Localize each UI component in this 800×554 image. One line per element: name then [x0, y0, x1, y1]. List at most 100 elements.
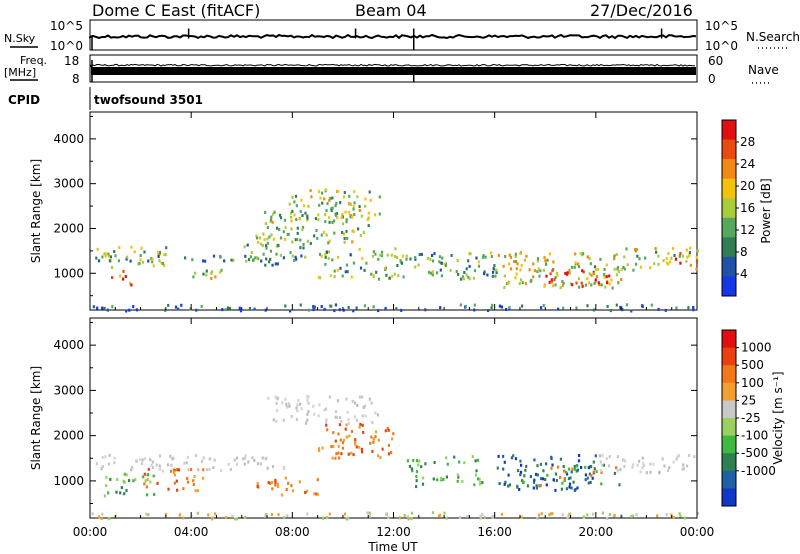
range-cell	[358, 209, 361, 212]
range-cell	[108, 453, 111, 457]
range-cell	[532, 275, 535, 279]
range-cell	[503, 460, 506, 464]
range-cell	[453, 455, 456, 459]
range-cell	[158, 467, 161, 471]
range-cell	[339, 438, 342, 442]
range-cell	[152, 264, 155, 268]
range-cell	[605, 275, 608, 279]
range-cell	[577, 277, 581, 281]
cpid-value: twofsound 3501	[94, 93, 203, 107]
range-cell	[532, 480, 536, 484]
range-cell	[508, 483, 511, 487]
range-cell	[663, 464, 666, 468]
range-cell	[688, 454, 691, 457]
range-cell	[523, 258, 526, 262]
range-cell	[606, 281, 609, 285]
range-cell	[321, 446, 324, 450]
range-cell	[340, 216, 343, 220]
range-cell	[386, 426, 389, 430]
range-cell	[625, 303, 629, 307]
range-cell	[243, 456, 246, 460]
range-cell	[350, 429, 354, 433]
nave-ytick-0: 0	[708, 72, 716, 86]
velocity-colorbar: 1000 500 100 25 -25 -100 -500 -1000	[721, 329, 776, 507]
velocity-cbar-swatch	[722, 418, 736, 437]
range-cell	[528, 268, 531, 272]
range-cell	[271, 487, 274, 491]
range-cell	[288, 404, 291, 408]
range-cell	[265, 513, 268, 516]
range-cell	[594, 278, 597, 282]
range-cell	[157, 251, 160, 255]
range-cell	[317, 275, 321, 279]
velocity-cbar-swatch	[722, 330, 736, 349]
range-cell	[295, 204, 298, 208]
range-cell	[524, 282, 527, 286]
range-cell	[143, 472, 146, 476]
range-cell	[483, 272, 486, 276]
range-cell	[641, 466, 644, 470]
range-cell	[331, 196, 334, 200]
range-cell	[275, 244, 278, 248]
range-cell	[290, 219, 293, 223]
range-cell	[525, 254, 528, 258]
range-cell	[672, 460, 675, 464]
range-cell	[595, 268, 598, 272]
range-cell	[424, 462, 427, 466]
range-cell	[397, 274, 400, 278]
range-cell	[317, 218, 320, 222]
range-cell	[205, 468, 208, 472]
range-cell	[342, 232, 345, 236]
mhz-label: [MHz]	[4, 66, 36, 79]
range-cell	[362, 406, 365, 409]
range-cell	[318, 403, 321, 407]
range-cell	[524, 468, 527, 472]
range-cell	[346, 270, 349, 274]
range-cell	[343, 237, 346, 240]
range-cell	[361, 257, 364, 261]
range-cell	[309, 189, 312, 193]
range-cell	[280, 493, 284, 497]
velocity-ylabel: Slant Range [km]	[29, 366, 43, 470]
range-cell	[512, 454, 515, 458]
range-cell	[276, 226, 279, 230]
range-cell	[164, 308, 167, 312]
range-cell	[331, 456, 334, 460]
range-cell	[333, 309, 336, 313]
range-cell	[264, 211, 267, 214]
range-cell	[344, 210, 347, 214]
range-cell	[371, 449, 374, 453]
range-cell	[202, 476, 205, 480]
range-cell	[681, 254, 684, 258]
freq-ytick-8: 8	[72, 72, 80, 86]
range-cell	[287, 232, 290, 236]
range-cell	[593, 467, 596, 471]
range-cell	[590, 465, 593, 468]
range-cell	[105, 475, 108, 479]
range-cell	[285, 488, 288, 491]
range-cell	[689, 246, 692, 250]
range-cell	[197, 468, 200, 472]
range-cell	[605, 263, 608, 267]
range-cell	[173, 481, 176, 485]
range-cell	[334, 204, 337, 208]
range-cell	[361, 423, 364, 427]
range-cell	[291, 240, 294, 244]
range-cell	[616, 455, 619, 459]
range-cell	[192, 483, 195, 486]
range-cell	[548, 280, 551, 284]
range-cell	[265, 244, 268, 248]
range-cell	[345, 218, 348, 222]
range-cell	[620, 278, 623, 281]
range-cell	[518, 282, 521, 286]
range-cell	[584, 465, 587, 469]
range-cell	[546, 258, 549, 262]
range-cell	[358, 205, 361, 208]
date-title: 27/Dec/2016	[590, 1, 693, 20]
range-cell	[463, 271, 466, 274]
range-cell	[586, 304, 589, 308]
range-cell	[139, 258, 142, 262]
range-cell	[387, 443, 390, 447]
range-cell	[588, 472, 591, 476]
range-cell	[556, 271, 559, 275]
